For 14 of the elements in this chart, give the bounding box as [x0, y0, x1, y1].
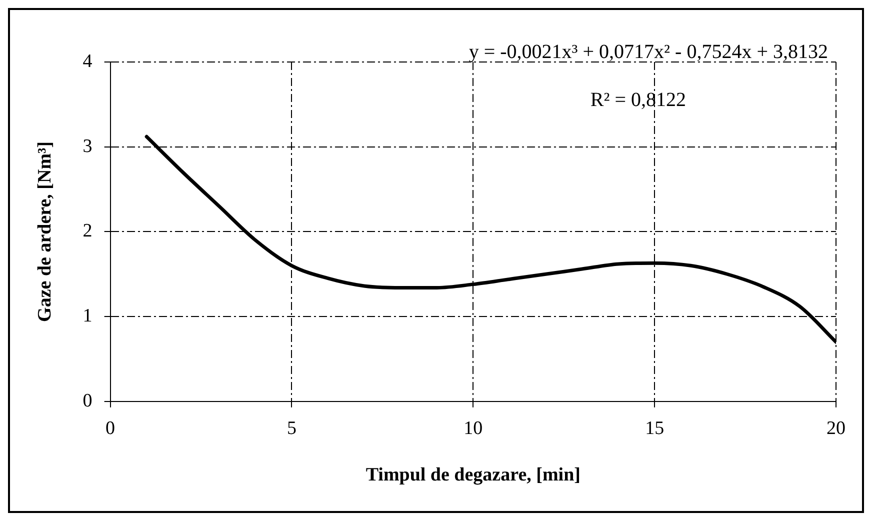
x-tick-label: 5	[286, 418, 296, 439]
annotation: R² = 0,8122	[590, 89, 686, 111]
x-tick-label: 20	[826, 418, 846, 439]
y-axis-title: Gaze de ardere, [Nm³]	[34, 141, 56, 322]
y-tick-label: 2	[82, 220, 92, 242]
x-tick-label: 0	[106, 418, 116, 439]
y-tick-label: 0	[82, 390, 92, 412]
y-tick-label: 4	[82, 50, 93, 72]
x-tick-label: 10	[464, 418, 483, 439]
annotation: y = -0,0021x³ + 0,0717x² - 0,7524x + 3,8132	[468, 41, 828, 63]
x-axis-title: Timpul de degazare, [min]	[366, 464, 580, 486]
y-tick-label: 3	[82, 136, 92, 157]
y-tick-label: 1	[82, 306, 92, 327]
x-tick-label: 15	[645, 418, 664, 439]
